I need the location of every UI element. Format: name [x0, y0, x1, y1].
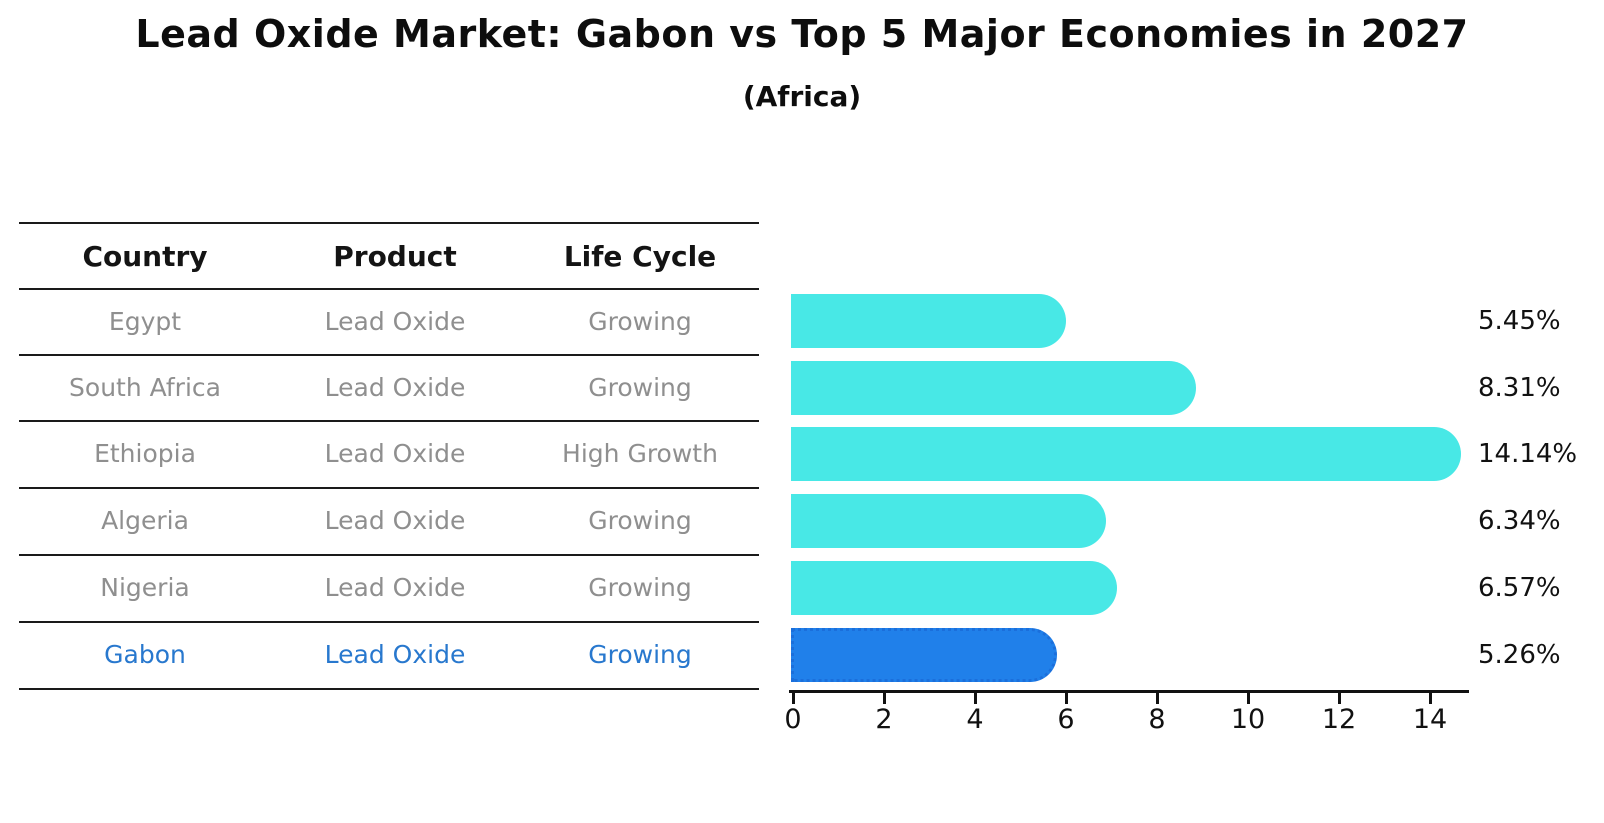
bar-egypt — [791, 294, 1066, 348]
x-tick-label: 2 — [875, 704, 893, 735]
x-tick-label: 4 — [966, 704, 984, 735]
cell-country: Egypt — [108, 306, 182, 336]
cell-product: Lead Oxide — [324, 306, 466, 336]
x-tick-mark — [883, 692, 886, 704]
table-rule — [19, 420, 759, 422]
cell-life-cycle: High Growth — [562, 439, 718, 468]
column-header-country: Country — [82, 239, 208, 273]
cell-product: Lead Oxide — [324, 372, 466, 402]
table-row: Egypt Lead Oxide Growing — [0, 288, 760, 354]
x-tick-label: 12 — [1321, 704, 1357, 735]
chart-subtitle: (Africa) — [742, 80, 862, 113]
cell-country: Nigeria — [100, 573, 190, 602]
table-rule — [19, 487, 759, 489]
table-row: Ethiopia Lead Oxide High Growth — [0, 420, 760, 487]
cell-country: South Africa — [69, 372, 221, 402]
column-header-product: Product — [333, 239, 457, 273]
x-tick-label: 10 — [1230, 704, 1266, 735]
table-rule — [19, 222, 759, 224]
bar-ethiopia — [791, 427, 1462, 482]
bar-nigeria — [791, 560, 1117, 615]
table-rule — [19, 688, 759, 690]
table-row: Gabon Lead Oxide Growing — [0, 621, 760, 688]
table-header-row: Country Product Life Cycle — [0, 224, 760, 288]
x-tick-label: 0 — [784, 704, 802, 735]
x-tick-label: 6 — [1057, 704, 1075, 735]
bar-algeria — [791, 494, 1107, 549]
bar-gabon — [791, 627, 1058, 682]
cell-product: Lead Oxide — [324, 573, 466, 602]
x-tick-mark — [792, 692, 795, 704]
cell-life-cycle: Growing — [588, 506, 692, 535]
x-tick-mark — [1429, 692, 1432, 704]
table-row: South Africa Lead Oxide Growing — [0, 354, 760, 420]
value-label: 5.45% — [1478, 306, 1561, 336]
value-label: 6.57% — [1478, 572, 1561, 603]
value-label: 8.31% — [1478, 372, 1561, 403]
bar-south-africa — [791, 360, 1197, 415]
table-row: Algeria Lead Oxide Growing — [0, 487, 760, 554]
table-row: Nigeria Lead Oxide Growing — [0, 554, 760, 621]
x-tick-label: 14 — [1412, 704, 1448, 735]
x-tick-mark — [974, 692, 977, 704]
chart-title: Lead Oxide Market: Gabon vs Top 5 Major … — [135, 12, 1469, 56]
column-header-life-cycle: Life Cycle — [563, 239, 717, 273]
cell-product: Lead Oxide — [324, 506, 466, 535]
value-label: 6.34% — [1478, 506, 1561, 537]
cell-life-cycle: Growing — [588, 640, 692, 669]
cell-life-cycle: Growing — [588, 306, 692, 336]
cell-country: Ethiopia — [94, 439, 196, 468]
cell-country: Algeria — [101, 506, 189, 535]
table-rule — [19, 554, 759, 556]
value-label: 14.14% — [1478, 439, 1578, 470]
cell-country: Gabon — [104, 640, 186, 669]
cell-product: Lead Oxide — [324, 439, 466, 468]
x-tick-label: 8 — [1148, 704, 1166, 735]
x-tick-mark — [1338, 692, 1341, 704]
cell-life-cycle: Growing — [588, 573, 692, 602]
x-tick-mark — [1247, 692, 1250, 704]
table-rule — [19, 354, 759, 356]
x-axis-line — [789, 690, 1469, 693]
table-rule — [19, 288, 759, 290]
x-tick-mark — [1156, 692, 1159, 704]
cell-life-cycle: Growing — [588, 372, 692, 402]
x-tick-mark — [1065, 692, 1068, 704]
table-rule — [19, 621, 759, 623]
cell-product: Lead Oxide — [324, 640, 466, 669]
value-label: 5.26% — [1478, 639, 1561, 670]
